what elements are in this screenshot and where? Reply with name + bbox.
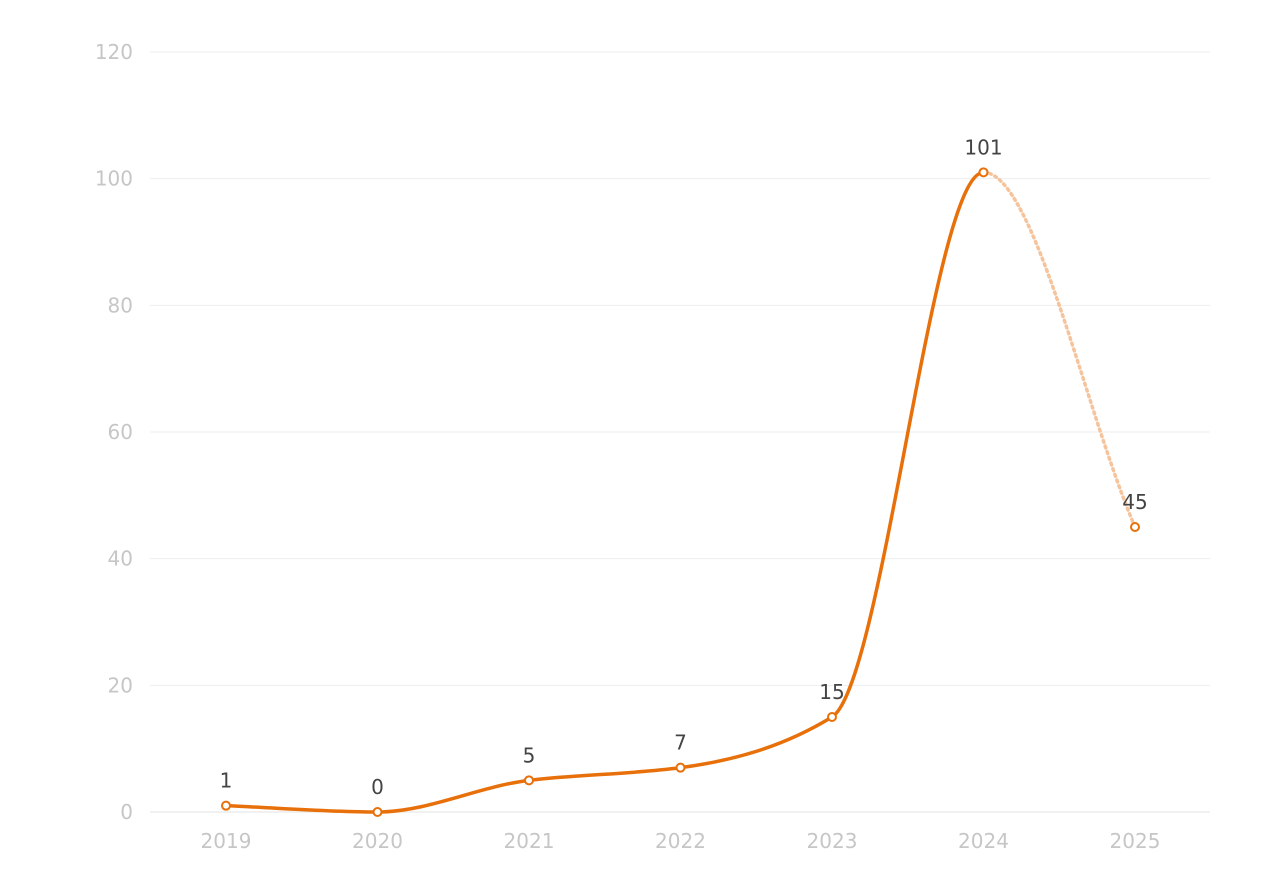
data-label: 7 [674, 731, 687, 755]
x-tick-label: 2025 [1110, 829, 1161, 853]
y-tick-label: 120 [95, 40, 133, 64]
series-line-projected [981, 170, 1137, 529]
data-label: 1 [220, 769, 233, 793]
y-tick-label: 0 [120, 800, 133, 824]
x-tick-label: 2021 [504, 829, 555, 853]
data-label: 5 [523, 743, 536, 767]
y-tick-label: 20 [108, 673, 133, 697]
data-point[interactable] [675, 762, 686, 773]
data-point[interactable] [372, 807, 383, 817]
x-tick-label: 2020 [352, 829, 403, 853]
y-axis-ticks: 0 20 40 60 80 100 120 [95, 40, 133, 824]
data-point[interactable] [978, 167, 989, 178]
data-labels: 1 0 5 7 15 101 45 [220, 135, 1148, 799]
series-line-actual [224, 170, 986, 814]
y-tick-label: 60 [108, 420, 133, 444]
data-point[interactable] [1130, 522, 1140, 532]
x-tick-label: 2019 [201, 829, 252, 853]
y-tick-label: 100 [95, 167, 133, 191]
x-tick-label: 2024 [958, 829, 1009, 853]
data-label: 0 [371, 775, 384, 799]
data-point[interactable] [221, 800, 231, 811]
data-label: 45 [1122, 490, 1147, 514]
series-points [221, 167, 1140, 817]
data-point[interactable] [827, 712, 837, 722]
x-axis-ticks: 2019 2020 2021 2022 2023 2024 2025 [201, 829, 1161, 853]
data-point[interactable] [524, 775, 534, 786]
y-tick-label: 80 [108, 293, 133, 317]
data-label: 101 [964, 135, 1002, 159]
x-tick-label: 2022 [655, 829, 706, 853]
data-label: 15 [819, 680, 844, 704]
y-tick-label: 40 [108, 547, 133, 571]
x-tick-label: 2023 [807, 829, 858, 853]
series-lines [224, 170, 1137, 814]
gridlines [150, 51, 1210, 813]
